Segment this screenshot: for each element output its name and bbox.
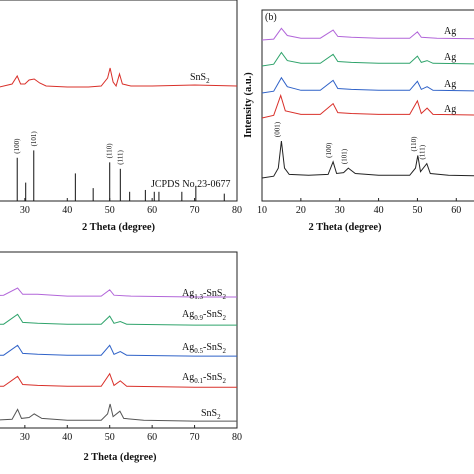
label-part: SnS	[190, 72, 206, 83]
series-line	[0, 287, 237, 298]
peak-label: (110)	[410, 136, 418, 152]
reference-label: JCPDS No.23-0677	[151, 179, 230, 190]
label-part: -SnS	[203, 309, 222, 320]
series-label: Ag0.9-SnS2	[182, 309, 226, 322]
peak-label: (100)	[325, 142, 333, 158]
reference-peak-label: (110)	[106, 143, 114, 159]
x-tick-label: 60	[147, 205, 157, 216]
peak-label: (101)	[340, 148, 348, 164]
series-label: Ag	[444, 52, 456, 63]
x-tick-label: 50	[412, 205, 422, 216]
x-axis-title: 2 Theta (degree)	[82, 222, 156, 233]
series-label: Ag	[444, 79, 456, 90]
label-part: Ag	[182, 288, 194, 299]
series-line	[261, 93, 474, 119]
label-part: Ag	[182, 309, 194, 320]
x-tick-label: 20	[296, 205, 306, 216]
series-label: SnS2	[201, 408, 221, 421]
x-tick-label: 10	[257, 205, 267, 216]
series-label: Ag	[444, 104, 456, 115]
reference-peak-label: (100)	[13, 138, 21, 154]
label-part: Ag	[444, 52, 456, 63]
panel-c: Ag1.3-SnS2Ag0.9-SnS2Ag0.5-SnS2Ag0.1-SnS2…	[0, 251, 242, 463]
label-part: 0.1	[194, 377, 203, 385]
x-axis-title: 2 Theta (degree)	[83, 452, 157, 463]
series-line	[261, 27, 474, 41]
panel-a: SnS2(001)(100)(101)(110)(111)JCPDS No.23…	[0, 0, 242, 233]
series-sns2-label: SnS2	[190, 72, 210, 85]
series-label: Ag1.3-SnS2	[182, 288, 226, 301]
label-part: Ag	[182, 372, 194, 383]
x-tick-label: 60	[147, 432, 157, 443]
peak-label: (111)	[419, 144, 427, 159]
series-sns2-line	[0, 67, 238, 88]
y-axis-title: Intensity (a.u.)	[243, 72, 254, 138]
label-part: Ag	[444, 104, 456, 115]
series-label: Ag0.5-SnS2	[182, 342, 226, 355]
series-label: Ag0.1-SnS2	[182, 372, 226, 385]
series-line	[0, 403, 237, 422]
series-label: Ag	[444, 26, 456, 37]
series-line	[261, 76, 474, 94]
label-part: Ag	[182, 342, 194, 353]
series-line	[0, 344, 237, 357]
label-part: 2	[222, 347, 226, 355]
x-tick-label: 70	[190, 432, 200, 443]
label-part: Ag	[444, 26, 456, 37]
x-tick-label: 50	[105, 205, 115, 216]
panel-a-frame	[0, 0, 238, 202]
label-part: 2	[222, 314, 226, 322]
label-part: Ag	[444, 79, 456, 90]
label-part: -SnS	[203, 342, 222, 353]
panel-b-tag: (b)	[265, 12, 277, 23]
series-line	[0, 313, 237, 326]
label-part: 2	[222, 377, 226, 385]
reference-peak-label: (111)	[116, 149, 124, 164]
x-tick-label: 80	[232, 432, 242, 443]
label-part: -SnS	[203, 372, 222, 383]
label-part: 2	[206, 77, 210, 85]
panel-c-frame	[0, 251, 238, 429]
x-axis-title: 2 Theta (degree)	[308, 222, 382, 233]
x-tick-label: 30	[20, 432, 30, 443]
panel-b: (b) Ag Ag Ag Ag (001) (100) (101) (110)(111) 10 20…	[243, 9, 474, 233]
label-part: 0.9	[194, 314, 203, 322]
panel-b-frame	[261, 9, 474, 202]
x-tick-label: 50	[105, 432, 115, 443]
x-tick-label: 60	[451, 205, 461, 216]
x-tick-label: 70	[190, 205, 200, 216]
series-line	[0, 372, 237, 388]
label-part: 2	[217, 413, 221, 421]
label-part: -SnS	[203, 288, 222, 299]
x-tick-label: 40	[374, 205, 384, 216]
label-part: SnS	[201, 408, 217, 419]
label-part: 2	[222, 293, 226, 301]
x-tick-label: 30	[20, 205, 30, 216]
peak-label: (001)	[273, 121, 281, 137]
x-tick-label: 80	[232, 205, 242, 216]
x-tick-label: 40	[62, 432, 72, 443]
reference-peak-label: (101)	[30, 131, 38, 147]
series-line	[261, 141, 474, 179]
series-line	[261, 51, 474, 67]
label-part: 1.3	[194, 293, 203, 301]
x-tick-label: 30	[335, 205, 345, 216]
x-tick-label: 40	[62, 205, 72, 216]
label-part: 0.5	[194, 347, 203, 355]
